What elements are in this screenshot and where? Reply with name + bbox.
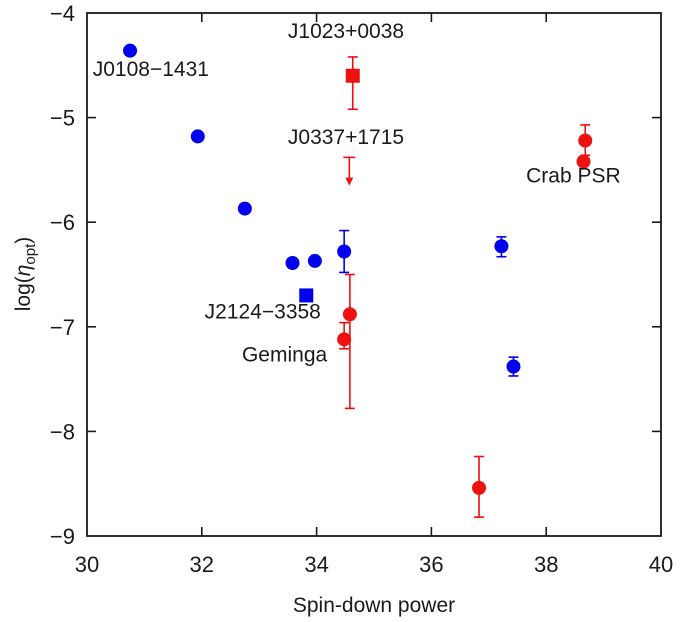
y-tick-label: −6 <box>50 210 75 235</box>
y-tick-label: −8 <box>50 419 75 444</box>
y-tick-labels: −9 −8 −7 −6 −5 −4 <box>50 1 75 549</box>
data-point <box>307 253 322 268</box>
data-point <box>578 133 593 148</box>
y-tick-label: −4 <box>50 1 75 26</box>
plot-frame <box>86 12 662 537</box>
upper-limit-arrowhead <box>345 177 354 186</box>
annotation-label: J2124−3358 <box>205 300 321 323</box>
data-point <box>472 480 487 495</box>
x-axis-title: Spin-down power <box>293 594 455 617</box>
x-tick-label: 40 <box>649 552 673 577</box>
data-point <box>337 244 352 259</box>
x-tick-labels: 30 32 34 36 38 40 <box>75 552 673 577</box>
data-point <box>342 307 357 322</box>
data-point <box>576 154 591 169</box>
y-tick-label: −7 <box>50 315 75 340</box>
x-tick-label: 34 <box>304 552 328 577</box>
data-point <box>190 129 205 144</box>
data-point <box>506 359 521 374</box>
x-tick-label: 36 <box>419 552 443 577</box>
x-tick-label: 30 <box>75 552 99 577</box>
annotation-label: J0337+1715 <box>288 126 404 149</box>
axis-ticks <box>87 13 661 536</box>
annotations: J0108−1431 J1023+0038 J0337+1715 Crab PSR J2… <box>93 20 621 366</box>
x-tick-label: 38 <box>534 552 558 577</box>
annotation-label: J0108−1431 <box>93 58 209 81</box>
data-point <box>123 43 138 58</box>
data-point-square <box>345 68 360 83</box>
data-point <box>337 332 352 347</box>
y-axis-title: log(ηopt) <box>12 237 39 312</box>
y-tick-label: −5 <box>50 106 75 131</box>
x-tick-label: 32 <box>190 552 214 577</box>
data-point <box>494 239 509 254</box>
annotation-label: Geminga <box>242 343 328 366</box>
data-points <box>123 43 593 495</box>
data-point-square <box>299 288 314 303</box>
data-point <box>285 255 300 270</box>
data-point <box>237 201 252 216</box>
y-tick-label: −9 <box>50 524 75 549</box>
annotation-label: J1023+0038 <box>288 20 404 43</box>
annotation-label: Crab PSR <box>526 164 621 187</box>
